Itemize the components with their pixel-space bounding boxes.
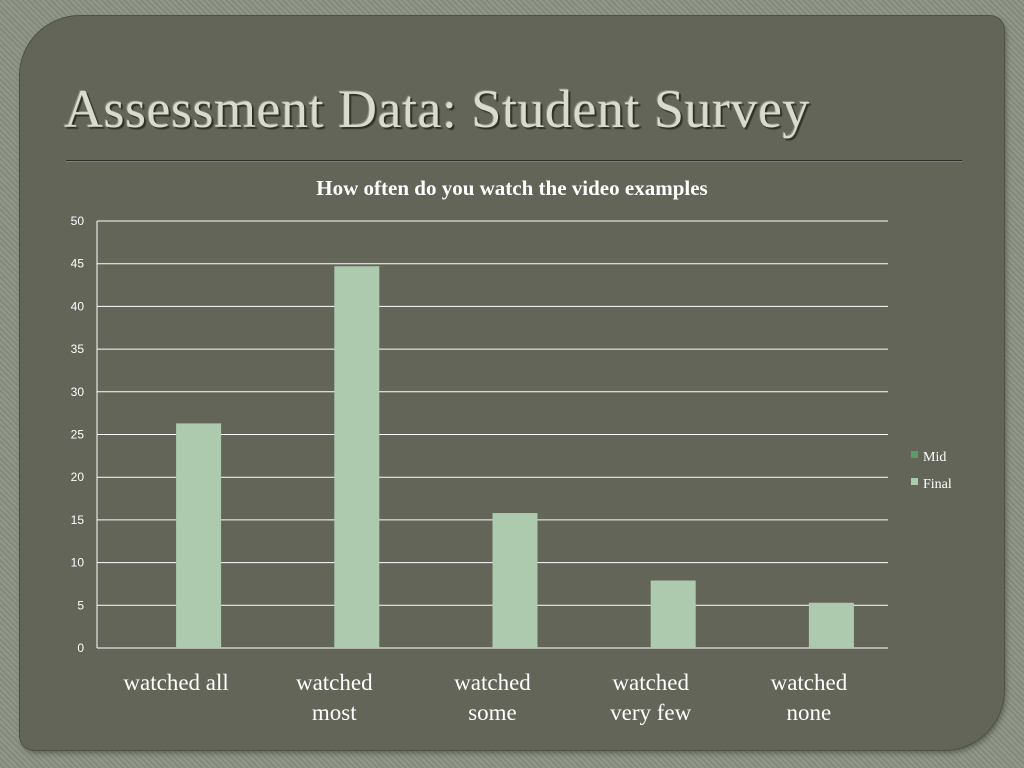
x-tick-label: watched all (123, 670, 228, 695)
legend-swatch (911, 478, 918, 485)
y-tick-label: 40 (71, 299, 85, 313)
x-tick-label: watched (454, 670, 531, 695)
chart-title: How often do you watch the video example… (316, 176, 708, 200)
bar-final (334, 266, 380, 648)
x-tick-label: very few (610, 700, 691, 725)
y-tick-label: 15 (71, 513, 85, 527)
y-tick-label: 45 (71, 257, 85, 271)
x-tick-label: watched (296, 670, 373, 695)
bars (176, 266, 854, 648)
legend-swatch (911, 451, 918, 458)
x-tick-label: some (468, 700, 517, 725)
x-tick-label: watched (612, 670, 689, 695)
y-axis: 0 5 10 15 20 25 30 35 40 45 50 (71, 214, 98, 655)
x-tick-label: watched (771, 670, 848, 695)
y-tick-label: 50 (71, 214, 85, 228)
y-tick-label: 5 (77, 598, 84, 612)
legend-label: Final (923, 477, 952, 492)
bar-final (650, 580, 696, 648)
y-tick-label: 25 (71, 428, 85, 442)
x-tick-label: none (787, 700, 832, 725)
bar-final (176, 423, 222, 648)
y-tick-label: 20 (71, 470, 85, 484)
y-tick-label: 35 (71, 342, 85, 356)
x-tick-label: most (312, 700, 357, 725)
y-tick-label: 0 (77, 641, 84, 655)
legend-label: Mid (923, 450, 946, 465)
y-tick-label: 10 (71, 556, 85, 570)
bar-final (808, 602, 854, 648)
bar-final (492, 513, 538, 648)
x-axis: watched all watched most watched some watched… (123, 670, 847, 725)
legend: Mid Final (911, 450, 952, 492)
y-tick-label: 30 (71, 385, 85, 399)
title-divider (66, 160, 962, 161)
slide-title: Assessment Data: Student Survey (64, 79, 810, 139)
